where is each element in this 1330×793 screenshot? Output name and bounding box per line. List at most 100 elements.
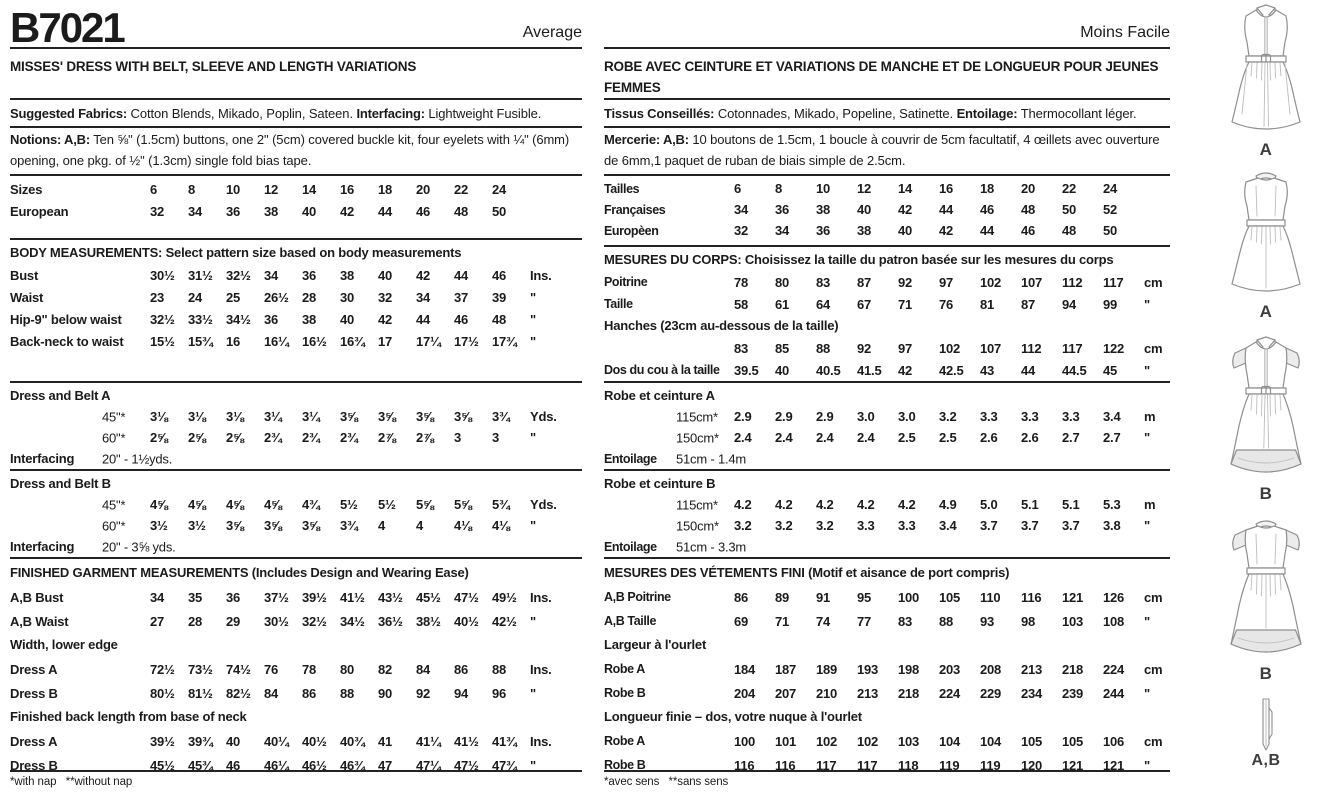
belt-drawing <box>1205 696 1327 754</box>
figure-label-a-back: A <box>1259 302 1273 321</box>
table-cell: 117 <box>1062 340 1083 356</box>
divider <box>604 469 1170 471</box>
table-cell: 38 <box>816 202 831 217</box>
table-cell: 28 <box>188 613 203 629</box>
table-cell: 71 <box>898 296 913 312</box>
table-cell: 80 <box>775 274 790 290</box>
unit-cell: " <box>530 685 536 701</box>
unit-cell: " <box>530 333 536 349</box>
row-label: Poitrine <box>604 275 648 289</box>
table-cell: 30½ <box>264 613 289 629</box>
table-cell: 17 <box>378 333 393 349</box>
table-cell: 44 <box>1021 362 1036 378</box>
table-cell: 22 <box>1062 181 1077 196</box>
unit-cell: " <box>1144 430 1150 445</box>
unit-cell: " <box>530 757 536 773</box>
table-cell: 5½ <box>378 497 396 512</box>
table-cell: 103 <box>1062 613 1084 629</box>
table-cell: 5½ <box>340 497 358 512</box>
table-cell: 2¾ <box>264 430 282 445</box>
table-row: Dress A 72½ 73½ 74½ 76 78 80 82 84 86 88 Ins. <box>10 657 582 681</box>
table-cell: 24 <box>492 181 507 197</box>
table-cell: 43 <box>980 362 995 378</box>
table-cell: 84 <box>416 661 431 677</box>
english-panel: B7021 Average MISSES' DRESS WITH BELT, S… <box>10 0 582 793</box>
line-drawings-column: A A <box>1205 0 1327 793</box>
row-label: Robe B <box>604 686 646 700</box>
table-cell: 61 <box>775 296 790 312</box>
row-label: Bust <box>10 267 39 283</box>
row-sublabel: 115cm* <box>676 497 718 512</box>
table-cell: 36 <box>775 202 790 217</box>
table-row: A,B Waist 27 28 29 30½ 32½ 34½ 36½ 38½ 40½ 42½ " <box>10 609 582 633</box>
table-cell: 3.7 <box>1021 518 1039 533</box>
table-cell: 30½ <box>150 267 175 283</box>
divider <box>604 98 1170 100</box>
table-cell: 41.5 <box>857 362 882 378</box>
table-row: Interfacing 20" - 1½yds. <box>10 448 582 469</box>
unit-cell: " <box>530 518 536 533</box>
table-row: Hip-9" below waist 32½ 33½ 34½ 36 38 40 42 44 46 4… <box>10 308 582 330</box>
table-cell: 3.4 <box>939 518 957 533</box>
table-cell: 40 <box>226 733 241 749</box>
table-cell: 89 <box>775 589 790 605</box>
table-cell: 3.3 <box>857 518 875 533</box>
notions-line: Notions: A,B: Ten ⅝" (1.5cm) buttons, on… <box>10 129 582 171</box>
table-cell: 27 <box>150 613 165 629</box>
table-cell: 213 <box>1021 661 1043 677</box>
table-row: Poitrine 78 80 83 87 92 97 102 107 112 117 cm <box>604 271 1170 293</box>
table-row: Interfacing 20" - 3⅝ yds. <box>10 536 582 557</box>
table-cell: 28 <box>302 289 317 305</box>
table-section-header: Longueur finie – dos, votre nuque à l'ou… <box>604 709 862 724</box>
table-cell: 32½ <box>302 613 327 629</box>
table-cell: 20 <box>416 181 431 197</box>
unit-cell: cm <box>1144 589 1163 605</box>
table-cell: 4⅝ <box>150 497 168 512</box>
row-sublabel: 20" - 1½yds. <box>102 451 173 466</box>
table-cell: 112 <box>1021 340 1042 356</box>
notions-text: Ten ⅝" (1.5cm) buttons, one 2" (5cm) cov… <box>10 132 570 168</box>
table-cell: 82½ <box>226 685 251 701</box>
unit-cell: m <box>1144 497 1156 512</box>
row-label: Robe A <box>604 734 645 748</box>
table-cell: 3⅝ <box>264 518 282 533</box>
row-label: Dos du cou à la taille <box>604 363 720 377</box>
table-cell: 14 <box>302 181 317 197</box>
table-cell: 34 <box>150 589 165 605</box>
table-cell: 108 <box>1103 613 1125 629</box>
table-cell: 2.5 <box>939 430 957 445</box>
table-cell: 3.3 <box>980 409 998 424</box>
table-cell: 3¾ <box>340 518 358 533</box>
table-cell: 47¼ <box>416 757 441 773</box>
garment-title-en: MISSES' DRESS WITH BELT, SLEEVE AND LENG… <box>10 59 417 74</box>
unit-cell: Ins. <box>530 661 552 677</box>
table-section-header: Largeur à l'ourlet <box>604 637 707 652</box>
table-cell: 104 <box>980 733 1002 749</box>
table-cell: 118 <box>898 757 919 773</box>
table-cell: 2.7 <box>1062 430 1080 445</box>
row-label: European <box>10 203 69 219</box>
table-row: A,B Bust 34 35 36 37½ 39½ 41½ 43½ 45½ 47½ 49½ Ins. <box>10 585 582 609</box>
table-section-header: FINISHED GARMENT MEASUREMENTS (Includes … <box>10 565 469 580</box>
table-cell: 50 <box>1103 223 1118 238</box>
table-cell: 46¼ <box>264 757 289 773</box>
french-panel: Moins Facile ROBE AVEC CEINTURE ET VARIA… <box>604 0 1170 793</box>
table-cell: 40 <box>898 223 913 238</box>
row-label: Dress A <box>10 733 58 749</box>
table-row: 83 85 88 92 97 102 107 112 117 122 cm <box>604 337 1170 359</box>
table-cell: 49½ <box>492 589 517 605</box>
table-cell: 83 <box>816 274 831 290</box>
table-cell: 15½ <box>150 333 175 349</box>
unit-cell: m <box>1144 409 1156 424</box>
table-cell: 47½ <box>454 757 479 773</box>
table-cell: 24 <box>188 289 203 305</box>
table-cell: 119 <box>939 757 960 773</box>
table-cell: 29 <box>226 613 241 629</box>
finished-garment-table: FINISHED GARMENT MEASUREMENTS (Includes … <box>10 561 582 777</box>
table-cell: 45½ <box>150 757 175 773</box>
table-cell: 3½ <box>188 518 206 533</box>
row-sublabel: 51cm - 1.4m <box>676 451 747 466</box>
divider <box>10 381 582 383</box>
table-cell: 99 <box>1103 296 1118 312</box>
table-cell: 32 <box>378 289 393 305</box>
